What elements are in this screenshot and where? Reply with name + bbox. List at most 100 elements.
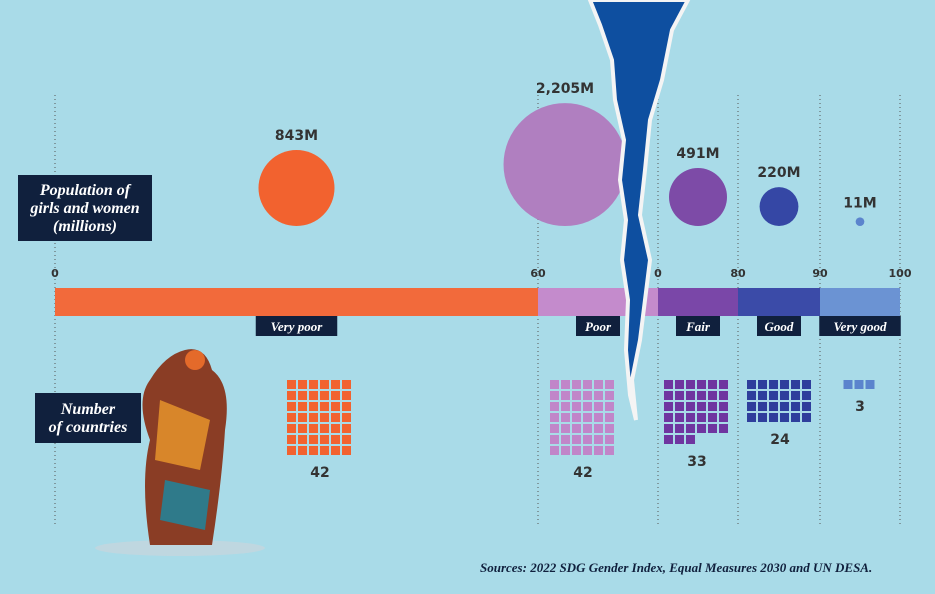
country-square bbox=[708, 380, 717, 389]
label-box bbox=[18, 175, 152, 241]
scale-band bbox=[55, 288, 538, 316]
country-square bbox=[843, 380, 853, 389]
country-square bbox=[747, 380, 756, 389]
population-circle bbox=[855, 217, 865, 226]
country-square bbox=[758, 391, 767, 400]
country-count: 33 bbox=[687, 454, 706, 470]
country-square bbox=[298, 391, 307, 400]
country-square bbox=[287, 391, 296, 400]
country-square bbox=[675, 391, 684, 400]
row-label: of countries bbox=[49, 419, 128, 436]
country-square bbox=[583, 435, 592, 444]
country-square bbox=[561, 391, 570, 400]
country-square bbox=[320, 424, 329, 433]
country-square bbox=[719, 424, 728, 433]
country-square bbox=[320, 446, 329, 455]
country-square bbox=[664, 380, 673, 389]
country-square bbox=[780, 380, 789, 389]
country-square bbox=[342, 446, 351, 455]
population-circle bbox=[503, 103, 627, 226]
country-square bbox=[708, 413, 717, 422]
category-label-box bbox=[757, 316, 801, 336]
category-label: Very poor bbox=[271, 319, 324, 334]
country-square bbox=[594, 413, 603, 422]
country-square bbox=[309, 402, 318, 411]
country-square bbox=[561, 446, 570, 455]
country-square bbox=[686, 435, 695, 444]
country-square bbox=[320, 435, 329, 444]
country-square bbox=[583, 413, 592, 422]
paper-tear bbox=[587, 0, 691, 421]
country-square bbox=[298, 402, 307, 411]
country-square bbox=[561, 424, 570, 433]
country-square bbox=[719, 402, 728, 411]
country-square bbox=[583, 380, 592, 389]
country-square bbox=[561, 380, 570, 389]
country-square bbox=[605, 413, 614, 422]
country-square bbox=[594, 402, 603, 411]
category-label-box bbox=[255, 316, 338, 336]
country-squares bbox=[287, 380, 351, 455]
country-square bbox=[686, 424, 695, 433]
country-square bbox=[780, 413, 789, 422]
country-square bbox=[708, 391, 717, 400]
row-label: girls and women bbox=[29, 200, 139, 217]
country-square bbox=[287, 424, 296, 433]
country-square bbox=[697, 380, 706, 389]
country-square bbox=[331, 413, 340, 422]
country-squares bbox=[843, 380, 875, 389]
category-label-box bbox=[819, 316, 901, 336]
country-square bbox=[664, 391, 673, 400]
country-square bbox=[719, 413, 728, 422]
country-square bbox=[686, 413, 695, 422]
country-square bbox=[287, 413, 296, 422]
population-circle bbox=[759, 187, 799, 226]
country-square bbox=[309, 391, 318, 400]
country-square bbox=[686, 380, 695, 389]
country-square bbox=[320, 380, 329, 389]
country-square bbox=[697, 424, 706, 433]
country-square bbox=[605, 435, 614, 444]
country-square bbox=[561, 435, 570, 444]
country-square bbox=[561, 413, 570, 422]
scale-tick-label: 0 bbox=[51, 267, 59, 280]
country-square bbox=[664, 435, 673, 444]
country-count: 24 bbox=[770, 432, 790, 448]
country-square bbox=[675, 424, 684, 433]
country-square bbox=[664, 413, 673, 422]
country-square bbox=[747, 413, 756, 422]
country-count: 42 bbox=[573, 465, 592, 481]
country-square bbox=[309, 435, 318, 444]
country-square bbox=[802, 391, 811, 400]
woman-figure bbox=[95, 349, 265, 556]
country-square bbox=[550, 424, 559, 433]
country-square bbox=[583, 424, 592, 433]
country-square bbox=[342, 424, 351, 433]
category-label-box bbox=[676, 316, 720, 336]
country-square bbox=[594, 391, 603, 400]
country-square bbox=[697, 402, 706, 411]
country-square bbox=[298, 424, 307, 433]
country-square bbox=[747, 402, 756, 411]
country-square bbox=[550, 446, 559, 455]
category-label-box bbox=[576, 316, 620, 336]
country-square bbox=[802, 402, 811, 411]
country-square bbox=[572, 413, 581, 422]
country-square bbox=[342, 380, 351, 389]
scale-band bbox=[738, 288, 820, 316]
row-label: Population of bbox=[39, 182, 132, 199]
country-square bbox=[287, 446, 296, 455]
country-square bbox=[865, 380, 875, 389]
population-label: 843M bbox=[275, 128, 318, 144]
scale-tick-label: 90 bbox=[812, 267, 828, 280]
country-square bbox=[298, 435, 307, 444]
country-square bbox=[802, 413, 811, 422]
source-note: Sources: 2022 SDG Gender Index, Equal Me… bbox=[480, 560, 872, 575]
country-squares bbox=[747, 380, 811, 422]
country-square bbox=[697, 413, 706, 422]
country-square bbox=[605, 391, 614, 400]
country-square bbox=[675, 413, 684, 422]
country-square bbox=[572, 380, 581, 389]
scale-tick-label: 100 bbox=[889, 267, 912, 280]
